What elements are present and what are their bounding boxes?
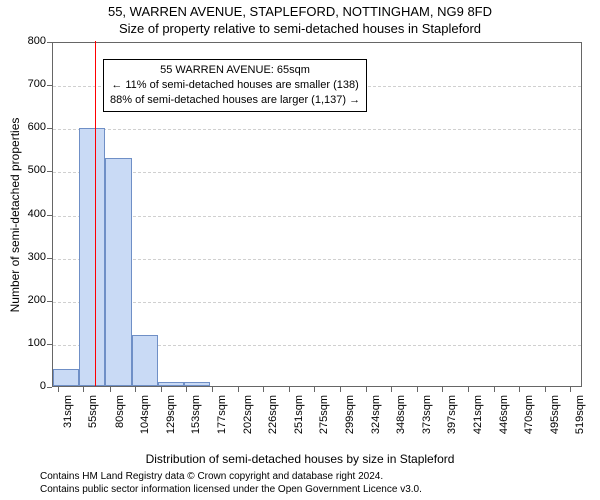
gridline	[53, 172, 581, 173]
footer-line-2: Contains public sector information licen…	[40, 484, 422, 495]
y-tick	[47, 387, 52, 388]
y-tick	[47, 171, 52, 172]
y-tick	[47, 258, 52, 259]
x-tick-label: 348sqm	[395, 395, 407, 439]
x-tick	[83, 387, 84, 392]
page-title: 55, WARREN AVENUE, STAPLEFORD, NOTTINGHA…	[0, 4, 600, 19]
x-tick	[519, 387, 520, 392]
x-tick-label: 397sqm	[446, 395, 458, 439]
x-tick-label: 421sqm	[472, 395, 484, 439]
x-tick-label: 31sqm	[62, 395, 74, 439]
histogram-bar	[53, 369, 79, 386]
x-tick	[135, 387, 136, 392]
subject-property-line	[95, 41, 96, 386]
callout-line-1: 55 WARREN AVENUE: 65sqm	[110, 63, 360, 78]
property-callout: 55 WARREN AVENUE: 65sqm← 11% of semi-det…	[103, 59, 367, 112]
histogram-bar	[105, 158, 131, 386]
y-tick	[47, 128, 52, 129]
y-tick-label: 800	[18, 35, 46, 47]
gridline	[53, 129, 581, 130]
x-tick-label: 275sqm	[318, 395, 330, 439]
histogram-bar	[79, 128, 105, 386]
x-tick	[110, 387, 111, 392]
y-tick	[47, 85, 52, 86]
histogram-bar	[184, 382, 210, 386]
x-tick	[289, 387, 290, 392]
y-tick-label: 200	[18, 294, 46, 306]
callout-line-2: ← 11% of semi-detached houses are smalle…	[110, 78, 360, 93]
x-tick	[314, 387, 315, 392]
x-tick	[212, 387, 213, 392]
page-subtitle: Size of property relative to semi-detach…	[0, 21, 600, 36]
histogram-bar	[158, 382, 184, 386]
x-tick-label: 324sqm	[370, 395, 382, 439]
y-tick-label: 400	[18, 208, 46, 220]
y-tick	[47, 215, 52, 216]
x-tick	[186, 387, 187, 392]
x-tick-label: 495sqm	[549, 395, 561, 439]
x-tick-label: 373sqm	[421, 395, 433, 439]
x-tick-label: 80sqm	[114, 395, 126, 439]
x-tick	[58, 387, 59, 392]
x-axis-label: Distribution of semi-detached houses by …	[0, 452, 600, 466]
x-tick	[340, 387, 341, 392]
x-tick	[161, 387, 162, 392]
x-tick	[468, 387, 469, 392]
x-tick	[263, 387, 264, 392]
x-tick	[238, 387, 239, 392]
x-tick-label: 177sqm	[216, 395, 228, 439]
x-tick-label: 202sqm	[242, 395, 254, 439]
x-tick	[442, 387, 443, 392]
gridline	[53, 259, 581, 260]
x-tick-label: 226sqm	[267, 395, 279, 439]
callout-line-3: 88% of semi-detached houses are larger (…	[110, 93, 360, 108]
y-tick-label: 600	[18, 121, 46, 133]
y-tick-label: 300	[18, 251, 46, 263]
y-tick-label: 500	[18, 164, 46, 176]
y-tick	[47, 42, 52, 43]
gridline	[53, 302, 581, 303]
x-tick-label: 251sqm	[293, 395, 305, 439]
x-tick-label: 55sqm	[87, 395, 99, 439]
y-tick-label: 0	[18, 380, 46, 392]
x-tick	[391, 387, 392, 392]
x-tick	[545, 387, 546, 392]
footer-attribution: Contains HM Land Registry data © Crown c…	[0, 471, 600, 496]
histogram-bar	[132, 335, 158, 386]
x-tick-label: 446sqm	[498, 395, 510, 439]
footer-line-1: Contains HM Land Registry data © Crown c…	[40, 471, 383, 482]
x-tick-label: 470sqm	[523, 395, 535, 439]
x-tick-label: 299sqm	[344, 395, 356, 439]
x-tick	[366, 387, 367, 392]
x-tick-label: 153sqm	[190, 395, 202, 439]
y-tick-label: 700	[18, 78, 46, 90]
x-tick	[570, 387, 571, 392]
x-tick-label: 519sqm	[574, 395, 586, 439]
x-tick	[417, 387, 418, 392]
x-tick-label: 129sqm	[165, 395, 177, 439]
x-tick	[494, 387, 495, 392]
histogram-plot: 55 WARREN AVENUE: 65sqm← 11% of semi-det…	[52, 42, 582, 387]
gridline	[53, 216, 581, 217]
y-tick-label: 100	[18, 337, 46, 349]
x-tick-label: 104sqm	[139, 395, 151, 439]
y-tick	[47, 301, 52, 302]
y-tick	[47, 344, 52, 345]
